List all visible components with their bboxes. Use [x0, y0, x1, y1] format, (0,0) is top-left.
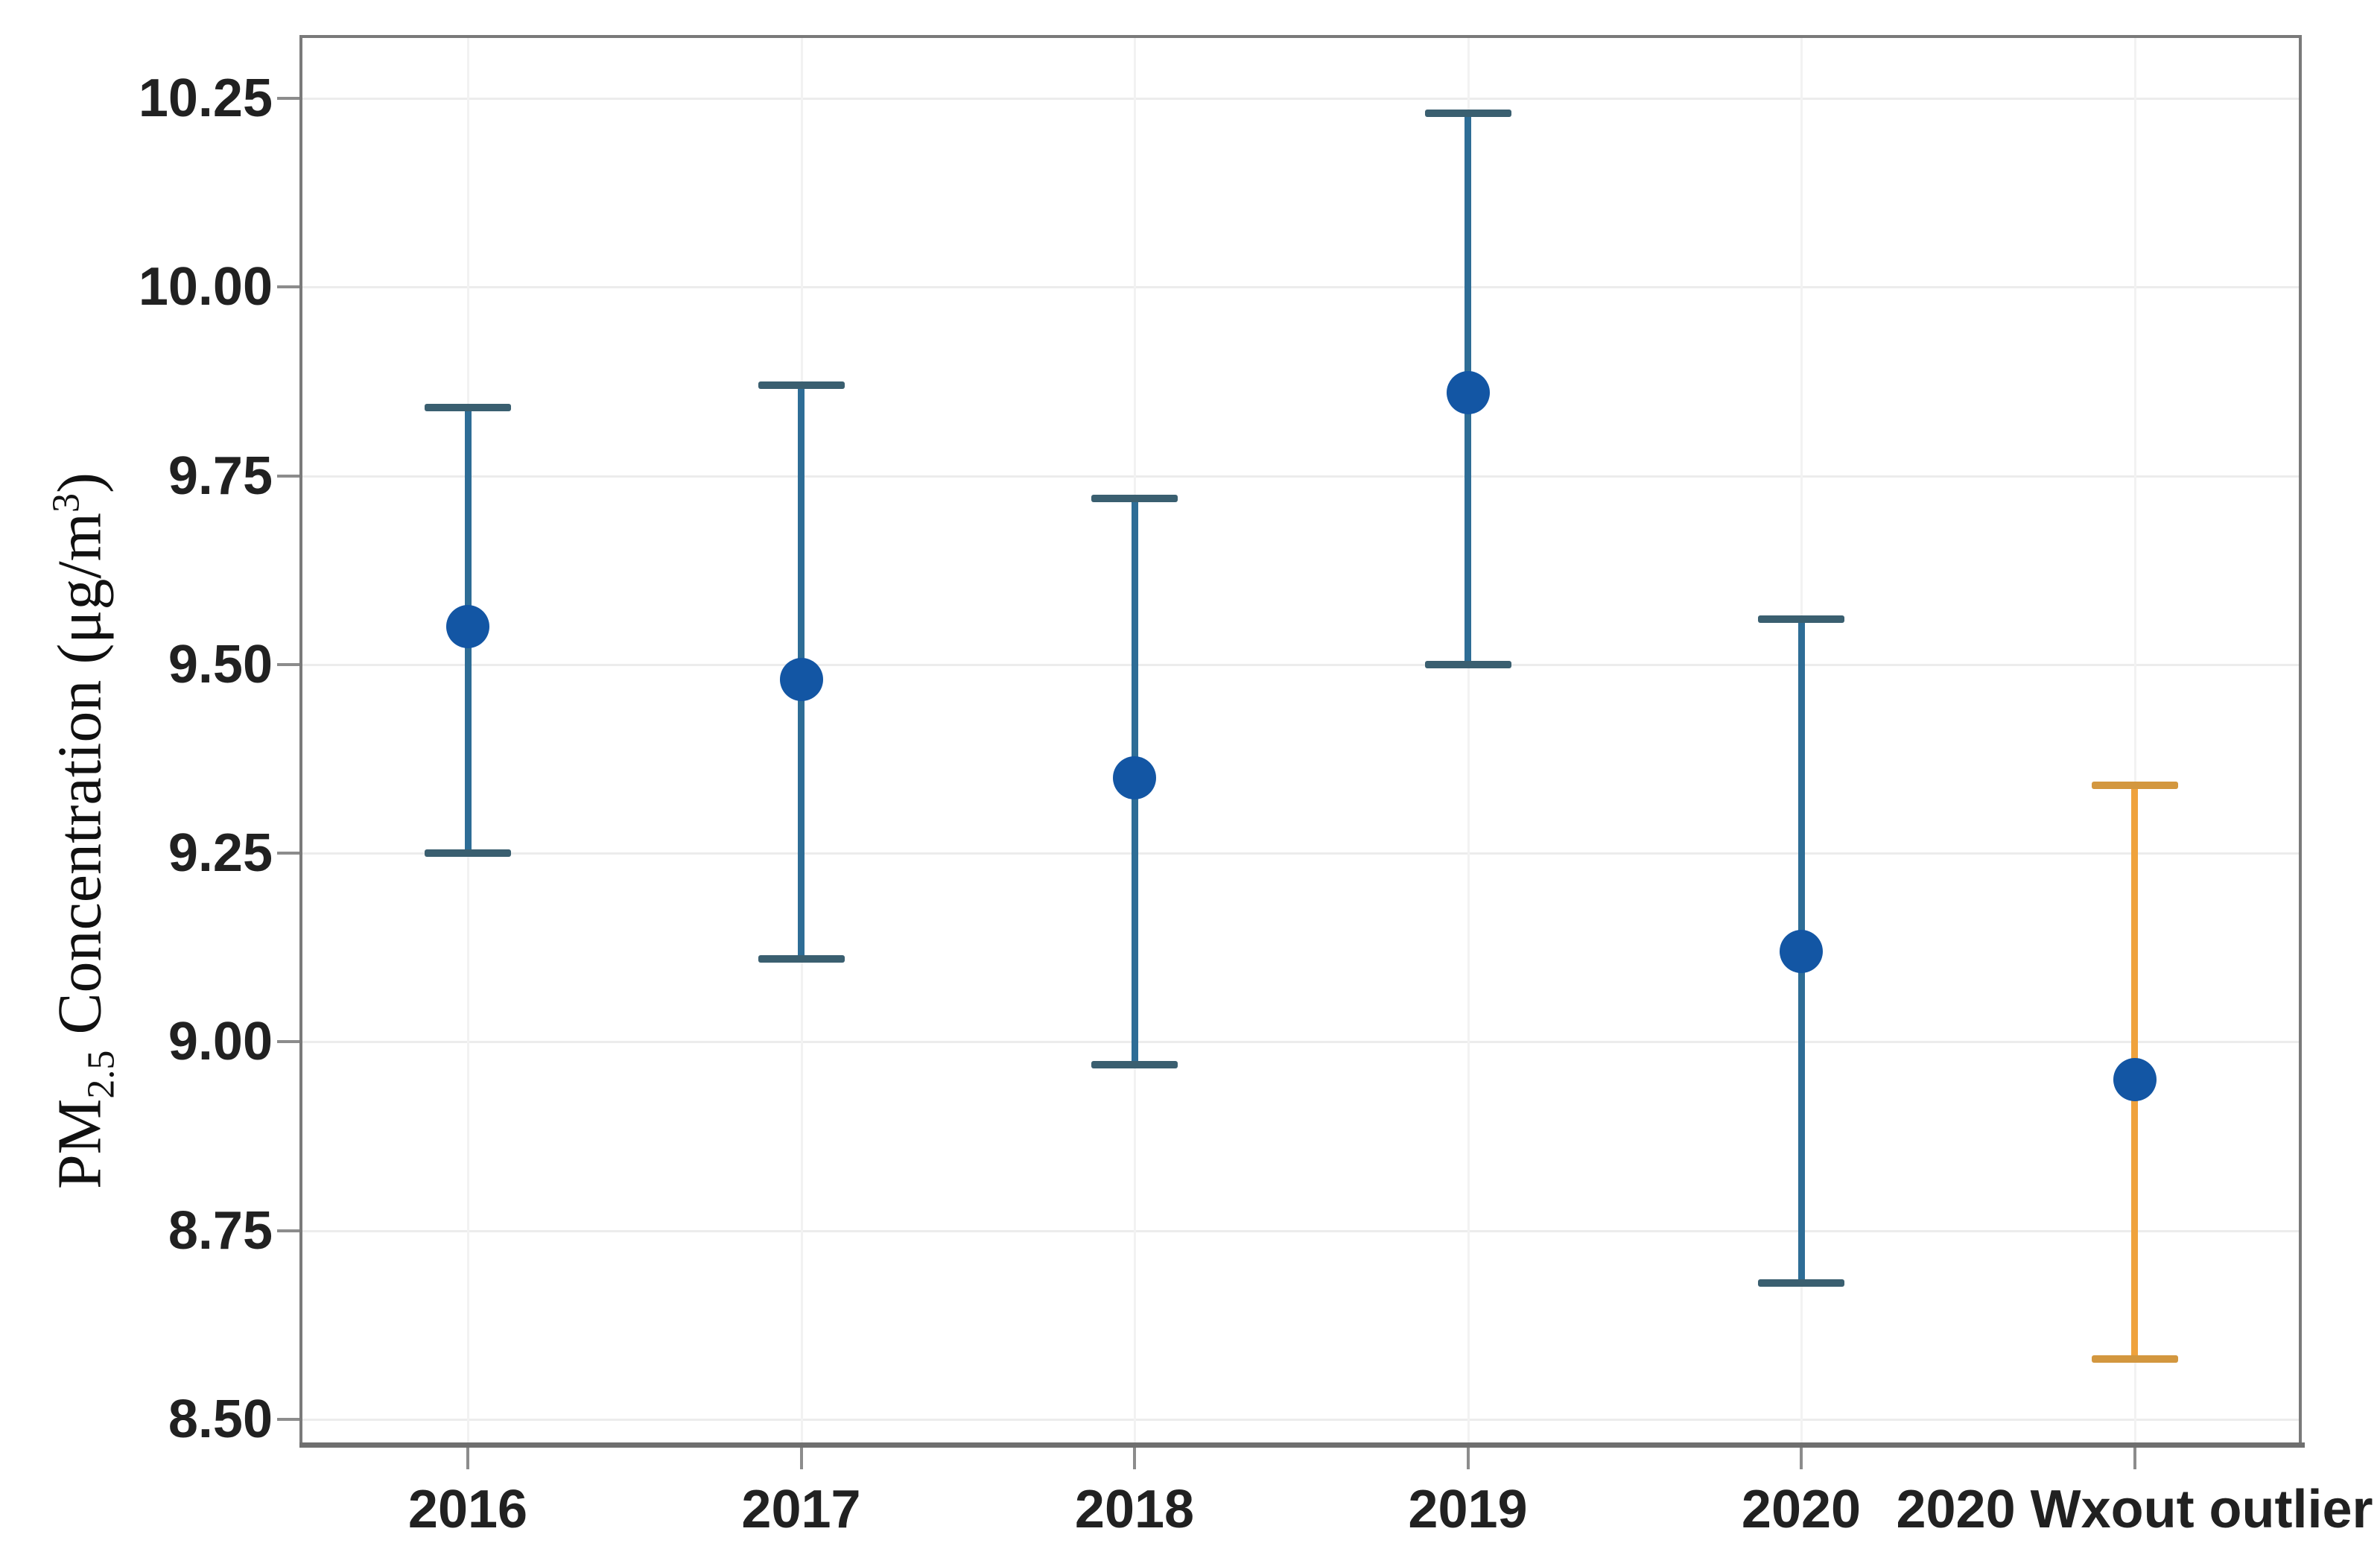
y-tick-label: 9.25: [168, 823, 273, 883]
x-tick-label: 2020 Wxout outlier: [1896, 1480, 2373, 1539]
error-bar-cap-top: [758, 381, 845, 389]
y-tick-label: 9.00: [168, 1012, 273, 1072]
x-axis-line: [299, 1442, 2305, 1448]
y-tick-mark: [277, 97, 299, 100]
error-bar-cap-bottom: [2091, 1355, 2178, 1363]
y-tick-mark: [277, 1229, 299, 1232]
y-tick-label: 10.25: [138, 69, 273, 128]
data-point-marker: [1780, 929, 1823, 973]
x-tick-label: 2016: [407, 1480, 528, 1539]
x-tick-mark: [1800, 1447, 1803, 1469]
y-axis-title-text: Concentration (μg/m: [45, 512, 115, 1051]
x-tick-mark: [1466, 1447, 1470, 1469]
y-tick-label: 9.50: [168, 634, 273, 694]
x-tick-label: 2019: [1408, 1480, 1528, 1539]
y-tick-mark: [277, 1040, 299, 1044]
data-point-marker: [1446, 371, 1490, 415]
y-axis-title-text: PM: [45, 1098, 115, 1190]
error-bar-cap-bottom: [1091, 1060, 1178, 1068]
y-tick-mark: [277, 285, 299, 289]
y-tick-label: 8.75: [168, 1200, 273, 1261]
h-gridline: [302, 1418, 2299, 1421]
y-tick-mark: [277, 1417, 299, 1421]
error-bar-cap-top: [1758, 615, 1844, 623]
x-tick-mark: [1133, 1447, 1136, 1469]
data-point-marker: [2113, 1057, 2157, 1101]
error-bar-cap-top: [1424, 110, 1511, 118]
h-gridline: [302, 98, 2299, 100]
h-gridline: [302, 475, 2299, 478]
y-tick-label: 8.50: [168, 1389, 273, 1449]
error-bar-cap-bottom: [425, 849, 511, 857]
error-bar-cap-top: [1091, 494, 1178, 502]
h-gridline: [302, 1041, 2299, 1044]
data-point-marker: [446, 605, 489, 649]
x-tick-label: 2018: [1074, 1480, 1195, 1539]
x-tick-label: 2017: [741, 1480, 861, 1539]
y-tick-mark: [277, 474, 299, 478]
x-tick-mark: [466, 1447, 469, 1469]
h-gridline: [302, 1229, 2299, 1232]
error-bar-cap-bottom: [758, 954, 845, 963]
y-tick-label: 9.75: [168, 446, 273, 506]
error-bar-cap-bottom: [1424, 660, 1511, 668]
h-gridline: [302, 852, 2299, 855]
y-tick-mark: [277, 662, 299, 666]
v-gridline: [2133, 38, 2136, 1442]
y-tick-mark: [277, 852, 299, 855]
x-tick-mark: [2133, 1447, 2136, 1469]
x-tick-label: 2020: [1741, 1480, 1862, 1539]
data-point-marker: [1113, 756, 1156, 799]
y-tick-label: 10.00: [138, 257, 273, 317]
data-point-marker: [779, 658, 823, 701]
h-gridline: [302, 663, 2299, 666]
error-bar-cap-bottom: [1758, 1279, 1844, 1287]
x-tick-mark: [799, 1447, 803, 1469]
v-gridline: [1467, 38, 1470, 1442]
plot-area: [299, 35, 2302, 1445]
error-bar-cap-top: [425, 404, 511, 412]
error-bar-cap-top: [2091, 781, 2178, 789]
h-gridline: [302, 286, 2299, 289]
